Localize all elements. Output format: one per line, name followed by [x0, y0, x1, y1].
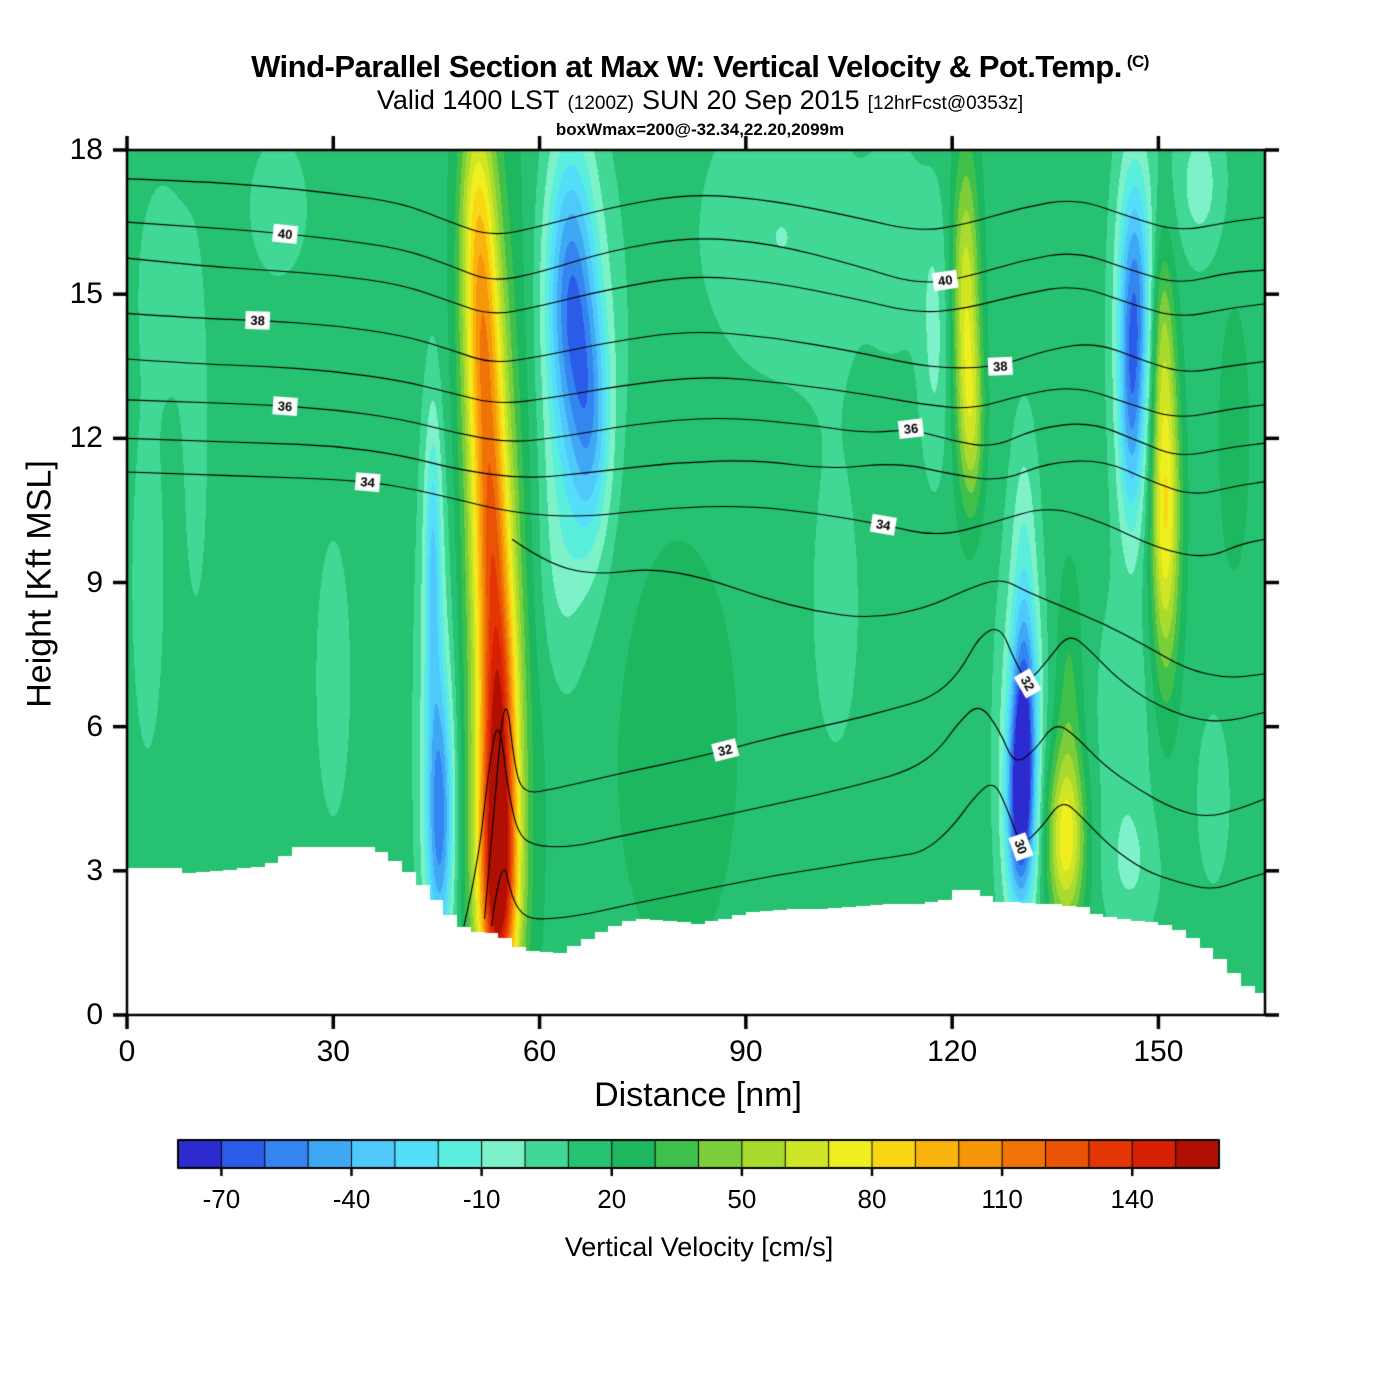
title-block: Wind-Parallel Section at Max W: Vertical… — [0, 44, 1400, 140]
chart-title-line: Wind-Parallel Section at Max W: Vertical… — [0, 44, 1400, 85]
forecast-info: [12hrFcst@0353z] — [867, 93, 1024, 114]
valid-date: SUN 20 Sep 2015 — [641, 85, 860, 115]
chart-title-unit: (C) — [1126, 52, 1150, 71]
valid-time-z: (1200Z) — [567, 93, 634, 114]
y-axis-label: Height [Kft MSL] — [20, 460, 59, 708]
colorbar-label: Vertical Velocity [cm/s] — [564, 1232, 834, 1262]
chart-title: Wind-Parallel Section at Max W: Vertical… — [251, 49, 1122, 84]
valid-time: Valid 1400 LST — [376, 85, 560, 115]
x-axis-label: Distance [nm] — [594, 1076, 802, 1114]
boxwmax-annotation: boxWmax=200@-32.34,22.20,2099m — [555, 120, 845, 139]
chart-subtitle-line: Valid 1400 LST (1200Z) SUN 20 Sep 2015 [12h… — [0, 85, 1400, 119]
